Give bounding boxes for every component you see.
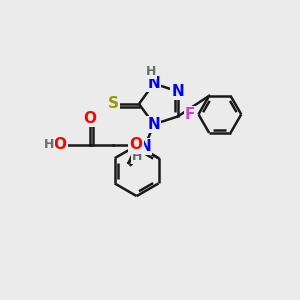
Text: N: N (147, 117, 160, 132)
Text: N: N (171, 84, 184, 99)
Text: O: O (130, 137, 143, 152)
Text: N: N (147, 76, 160, 91)
Text: O: O (83, 110, 96, 125)
Text: H: H (146, 65, 156, 78)
Text: S: S (108, 96, 119, 111)
Text: N: N (139, 139, 151, 154)
Text: H: H (44, 138, 54, 151)
Text: H: H (132, 150, 142, 163)
Text: F: F (185, 107, 195, 122)
Text: O: O (54, 137, 67, 152)
